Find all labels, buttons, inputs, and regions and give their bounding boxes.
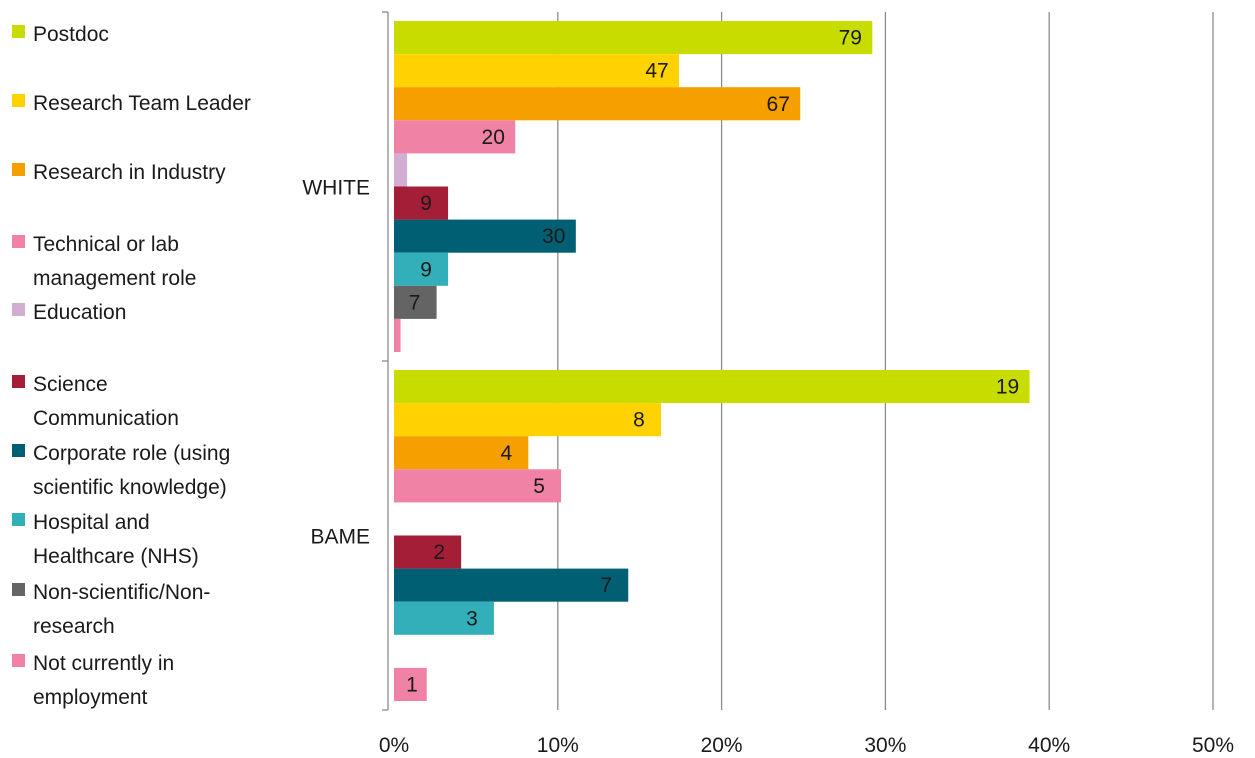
legend-item-corporate-role: Corporate role (using scientific knowled… bbox=[12, 437, 230, 505]
bar bbox=[394, 186, 449, 220]
legend-label: Non-scientific/Non- research bbox=[33, 581, 211, 638]
legend-swatch bbox=[12, 654, 25, 667]
bars bbox=[394, 21, 1030, 701]
legend-label: Corporate role (using scientific knowled… bbox=[33, 442, 231, 499]
x-tick-label: 40% bbox=[1028, 734, 1070, 757]
legend-label: Education bbox=[33, 301, 127, 324]
legend-item-hospital-healthcare: Hospital and Healthcare (NHS) bbox=[12, 506, 199, 574]
bar bbox=[394, 403, 661, 437]
legend-label: Research Team Leader bbox=[33, 92, 251, 115]
data-label: 1 bbox=[406, 673, 418, 696]
axes: 0% 10% 20% 30% 40% 50% WHITE BAME bbox=[302, 11, 1234, 757]
data-label: 79 bbox=[839, 27, 862, 50]
bar bbox=[394, 601, 494, 635]
legend-swatch bbox=[12, 25, 25, 38]
legend-label: Technical or lab management role bbox=[33, 233, 197, 290]
data-label: 4 bbox=[500, 442, 512, 465]
data-label: 8 bbox=[633, 409, 645, 432]
legend-swatch bbox=[12, 163, 25, 176]
data-label: 9 bbox=[420, 258, 432, 281]
legend-swatch bbox=[12, 444, 25, 457]
category-label: WHITE bbox=[302, 177, 370, 200]
x-tick-label: 10% bbox=[537, 734, 579, 757]
data-label: 3 bbox=[466, 607, 478, 630]
legend-item-science-communication: Science Communication bbox=[12, 368, 179, 436]
x-tick-label: 50% bbox=[1192, 734, 1234, 757]
bar bbox=[394, 436, 529, 470]
data-label: 7 bbox=[600, 574, 612, 597]
bar bbox=[394, 21, 873, 55]
bar bbox=[394, 370, 1030, 404]
legend-label: Hospital and Healthcare (NHS) bbox=[33, 511, 199, 568]
bar bbox=[394, 568, 629, 602]
data-label: 30 bbox=[542, 225, 565, 248]
legend-swatch bbox=[12, 375, 25, 388]
legend-label: Research in Industry bbox=[33, 161, 226, 184]
bar bbox=[394, 120, 516, 154]
category-label: BAME bbox=[310, 526, 370, 549]
legend-item-postdoc: Postdoc bbox=[12, 18, 109, 52]
data-label: 67 bbox=[767, 93, 790, 116]
data-label: 20 bbox=[482, 126, 505, 149]
bar bbox=[394, 87, 801, 121]
x-tick-label: 0% bbox=[379, 734, 409, 757]
bar bbox=[394, 535, 462, 569]
x-tick-label: 30% bbox=[864, 734, 906, 757]
data-labels: 79 47 67 20 9 30 9 7 19 8 45 2 7 3 1 bbox=[406, 27, 1019, 697]
bar bbox=[394, 667, 427, 701]
data-label: 19 bbox=[996, 376, 1019, 399]
data-label: 2 bbox=[433, 541, 445, 564]
legend-label: Science Communication bbox=[33, 373, 179, 430]
data-label: 47 bbox=[645, 60, 668, 83]
bar bbox=[394, 252, 449, 286]
legend-swatch bbox=[12, 303, 25, 316]
x-tick-label: 20% bbox=[701, 734, 743, 757]
legend-item-technical-lab-management: Technical or lab management role bbox=[12, 228, 196, 296]
bar bbox=[394, 153, 408, 187]
data-label: 9 bbox=[420, 192, 432, 215]
legend-item-non-scientific: Non-scientific/Non- research bbox=[12, 576, 210, 644]
legend-swatch bbox=[12, 583, 25, 596]
legend-label: Not currently in employment bbox=[33, 652, 175, 709]
bar bbox=[394, 469, 562, 503]
legend-label: Postdoc bbox=[33, 23, 109, 46]
legend-item-research-in-industry: Research in Industry bbox=[12, 156, 226, 190]
legend-item-not-in-employment: Not currently in employment bbox=[12, 647, 174, 715]
bar bbox=[394, 219, 576, 253]
bar bbox=[394, 318, 401, 352]
legend-swatch bbox=[12, 94, 25, 107]
legend-swatch bbox=[12, 513, 25, 526]
data-label: 7 bbox=[409, 291, 421, 314]
bar bbox=[394, 285, 437, 319]
bar bbox=[394, 54, 680, 88]
legend-item-research-team-leader: Research Team Leader bbox=[12, 87, 251, 121]
legend-item-education: Education bbox=[12, 296, 126, 330]
data-label: 5 bbox=[533, 475, 545, 498]
legend-swatch bbox=[12, 235, 25, 248]
